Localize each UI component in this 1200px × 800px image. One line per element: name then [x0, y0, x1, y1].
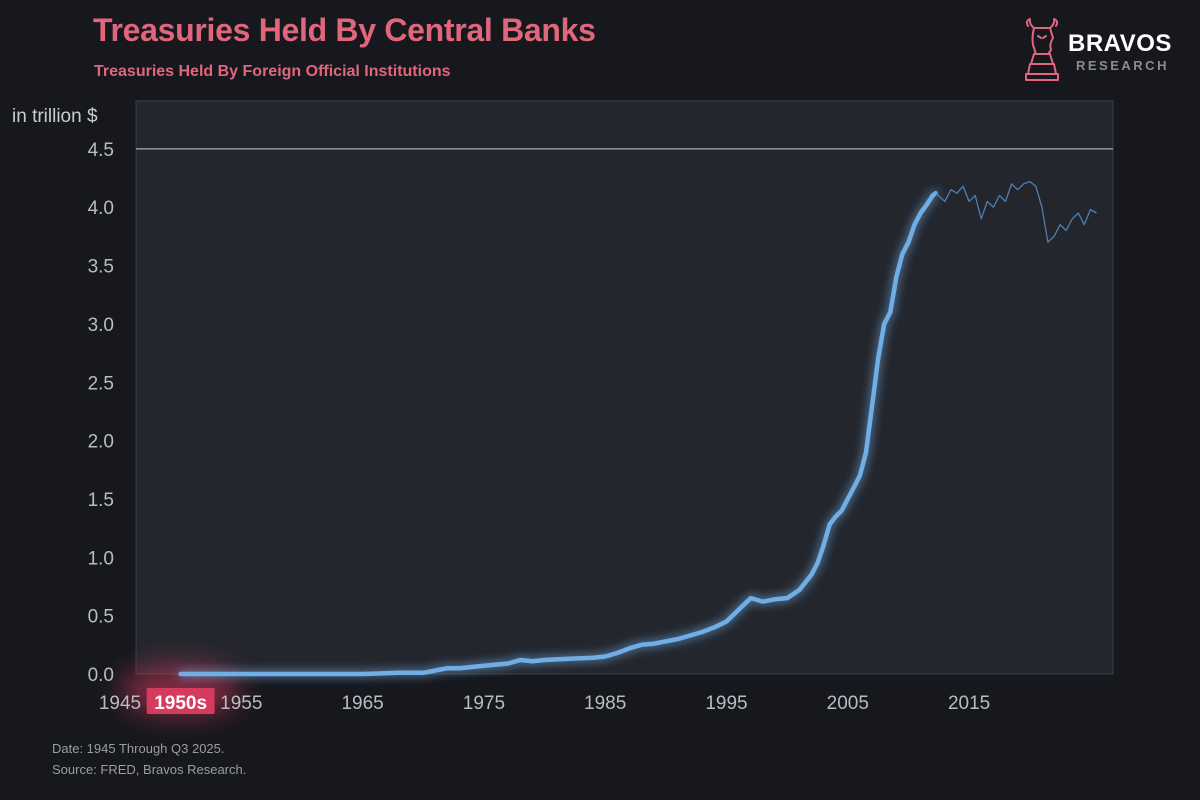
y-tick-label: 3.0 — [88, 315, 114, 336]
x-tick-label: 1945 — [99, 693, 141, 714]
bull-head-chess-knight-icon — [1025, 18, 1059, 81]
x-tick-label: 1975 — [463, 693, 505, 714]
series-line-faded — [935, 180, 1097, 243]
date-note: Date: 1945 Through Q3 2025. — [52, 741, 225, 756]
y-axis-unit-label: in trillion $ — [12, 106, 98, 127]
x-tick-highlight-box — [146, 688, 215, 714]
x-tick-label: 1985 — [584, 693, 626, 714]
source-note: Source: FRED, Bravos Research. — [52, 762, 247, 777]
series-line-highlighted — [178, 190, 938, 677]
y-tick-label: 0.5 — [88, 607, 114, 628]
chart-title: Treasuries Held By Central Banks — [93, 12, 596, 48]
y-tick-label: 4.5 — [88, 140, 114, 161]
y-tick-label: 1.5 — [88, 490, 114, 511]
brand-name: BRAVOS — [1068, 30, 1172, 57]
y-tick-label: 0.0 — [88, 665, 114, 686]
chart-subtitle: Treasuries Held By Foreign Official Inst… — [94, 63, 451, 80]
x-tick-label: 2015 — [948, 693, 990, 714]
x-tick-label-highlighted: 1950s — [154, 693, 207, 714]
x-tick-label: 2005 — [827, 693, 869, 714]
y-tick-label: 1.0 — [88, 548, 114, 569]
y-tick-label: 2.0 — [88, 432, 114, 453]
y-tick-label: 2.5 — [88, 373, 114, 394]
y-tick-label: 4.0 — [88, 198, 114, 219]
y-tick-label: 3.5 — [88, 257, 114, 278]
x-tick-label: 1965 — [341, 693, 383, 714]
plot-area — [135, 100, 1114, 675]
brand-logo[interactable]: BRAVOS RESEARCH — [1022, 18, 1187, 88]
x-tick-label: 1955 — [220, 693, 262, 714]
brand-subtitle: RESEARCH — [1076, 58, 1169, 73]
x-tick-label: 1995 — [705, 693, 747, 714]
